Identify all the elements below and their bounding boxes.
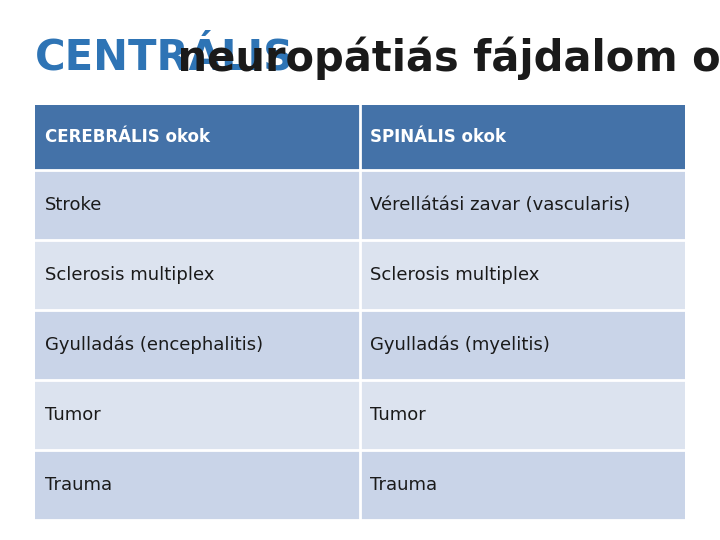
Text: Trauma: Trauma [45,476,112,494]
Text: Gyulladás (encephalitis): Gyulladás (encephalitis) [45,336,263,354]
Bar [360,380,685,450]
Text: neuropátiás fájdalom okai: neuropátiás fájdalom okai [163,36,720,80]
Bar [35,170,360,240]
Text: SPINÁLIS okok: SPINÁLIS okok [370,129,506,146]
Bar [35,450,360,520]
Bar [35,310,360,380]
Text: Tumor: Tumor [45,406,101,424]
Text: CEREBRÁLIS okok: CEREBRÁLIS okok [45,129,210,146]
Bar [360,170,685,240]
Text: CENTRÁLIS: CENTRÁLIS [35,37,294,79]
Bar [35,380,360,450]
Text: Trauma: Trauma [370,476,437,494]
Bar [360,310,685,380]
Bar [360,105,685,170]
Bar [35,105,360,170]
Bar [360,240,685,310]
Text: Gyulladás (myelitis): Gyulladás (myelitis) [370,336,550,354]
Bar [360,450,685,520]
Text: Vérellátási zavar (vascularis): Vérellátási zavar (vascularis) [370,196,630,214]
Text: Tumor: Tumor [370,406,426,424]
Text: Sclerosis multiplex: Sclerosis multiplex [370,266,539,284]
Bar [35,240,360,310]
Text: Stroke: Stroke [45,196,102,214]
Text: Sclerosis multiplex: Sclerosis multiplex [45,266,215,284]
